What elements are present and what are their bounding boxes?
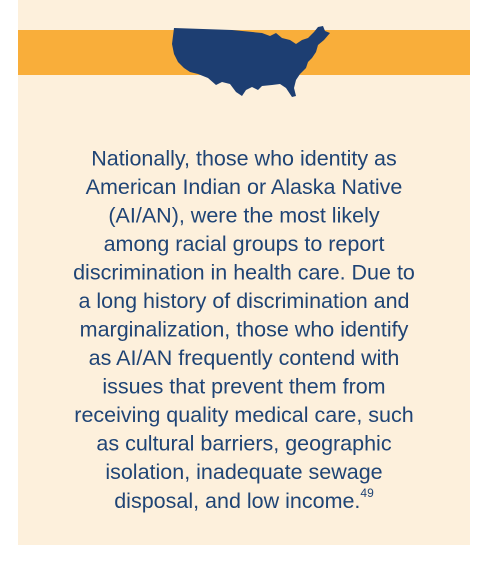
body-text: Nationally, those who identity as America… bbox=[73, 147, 415, 513]
text-line: receiving quality medical care, such bbox=[74, 403, 413, 427]
text-line: American Indian or Alaska Native bbox=[86, 175, 403, 199]
us-map-icon bbox=[172, 26, 330, 97]
text-line: disposal, and low income.49 bbox=[114, 486, 374, 513]
text-line: issues that prevent them from bbox=[102, 375, 385, 399]
text-line: Nationally, those who identity as bbox=[91, 147, 397, 171]
text-line: as cultural barriers, geographic bbox=[96, 432, 391, 456]
text-line: disposal, and low income. bbox=[114, 489, 360, 513]
text-line: isolation, inadequate sewage bbox=[105, 460, 382, 484]
text-line: as AI/AN frequently contend with bbox=[89, 346, 400, 370]
text-line: discrimination in health care. Due to bbox=[73, 261, 415, 285]
footnote-ref: 49 bbox=[360, 486, 374, 500]
text-line: among racial groups to report bbox=[104, 232, 385, 256]
text-line: (AI/AN), were the most likely bbox=[108, 204, 379, 228]
text-line: marginalization, those who identify bbox=[80, 318, 409, 342]
text-line: a long history of discrimination and bbox=[78, 289, 409, 313]
